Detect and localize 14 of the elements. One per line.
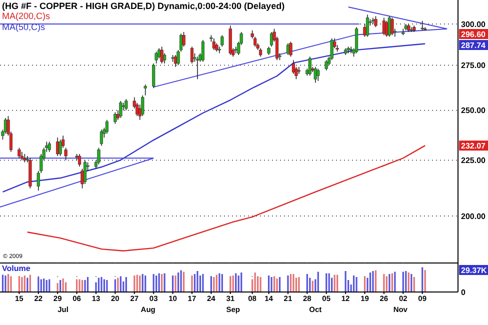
y-tick-label: 0 [461, 288, 466, 297]
y-tick-label: 300.00 [461, 20, 486, 29]
text: MA(200,C)s [2, 11, 51, 21]
y-tick-label: 225.00 [461, 156, 486, 166]
text: MA(50,C)s [2, 22, 46, 32]
y-tick-label: 275.00 [461, 61, 486, 70]
text: 232.07 [461, 141, 486, 150]
y-tick-label: 29.37K [461, 266, 488, 275]
text: 287.74 [461, 40, 486, 50]
y-tick-label: 200.00 [461, 212, 486, 221]
chart-title: (HG #F - COPPER - HIGH GRADE,D) Dynamic,0:00-24:00 (Delayed) [2, 1, 285, 11]
text: 296.60 [461, 30, 486, 39]
chart-title: Volume [2, 264, 31, 273]
y-tick-label: 250.00 [461, 106, 486, 116]
